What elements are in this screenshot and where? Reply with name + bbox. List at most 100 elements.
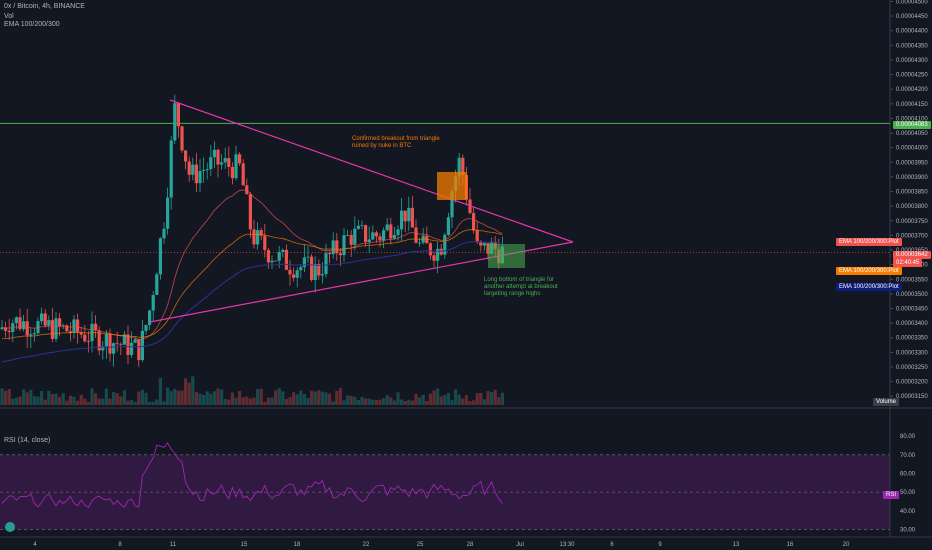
volume-bar (407, 399, 411, 405)
candle (40, 307, 44, 325)
candle-body (245, 185, 249, 195)
rsi-tag: RSI (883, 491, 900, 499)
candle-body (54, 318, 58, 339)
volume-bar (414, 393, 418, 405)
candle (155, 272, 159, 296)
candle (400, 198, 404, 241)
candle (353, 216, 357, 251)
candle (151, 291, 155, 321)
candle-body (248, 194, 252, 230)
symbol-title: 0x / Bitcoin, 4h, BINANCE (4, 3, 85, 10)
candle-body (299, 267, 303, 271)
volume-bar (90, 388, 94, 405)
volume-bar (439, 396, 443, 405)
volume-bar (76, 400, 80, 405)
candle (374, 230, 378, 243)
tradingview-logo (5, 522, 15, 532)
candle-body (0, 327, 4, 329)
volume-bar (238, 390, 242, 405)
volume-bar (155, 399, 159, 405)
ema-indicator-label[interactable]: EMA 100/200/300 (4, 21, 60, 28)
rsi-line (1, 442, 503, 509)
volume-bar (4, 390, 8, 405)
candle-body (176, 103, 180, 127)
volume-bar (310, 390, 314, 405)
candle-body (94, 323, 98, 331)
candle (54, 312, 58, 343)
price-tick-label: 0.00003150 (896, 394, 928, 400)
triangle-upper-line (169, 99, 574, 243)
candle (331, 232, 335, 259)
candle (389, 218, 393, 245)
price-tick-label: 0.00004400 (896, 29, 928, 35)
vol-indicator-label[interactable]: Vol (4, 13, 14, 20)
candle (270, 255, 274, 270)
candle (263, 223, 267, 258)
volume-bar (479, 392, 483, 405)
candle-body (259, 230, 263, 236)
volume-bar (364, 398, 368, 405)
candle (104, 329, 108, 359)
candle (356, 220, 360, 230)
candle (234, 145, 238, 181)
volume-bar (299, 390, 303, 405)
volume-bar (418, 397, 422, 405)
candle (4, 321, 8, 338)
volume-bar (313, 391, 317, 405)
candle-body (112, 343, 116, 354)
volume-bar (461, 398, 465, 405)
price-tick-label: 0.00004450 (896, 14, 928, 20)
volume-bar (295, 394, 299, 405)
volume-bar (126, 400, 130, 405)
candle (443, 232, 447, 260)
candle-body (475, 230, 479, 242)
candle-body (270, 260, 274, 263)
rsi-indicator-label[interactable]: RSI (14, close) (4, 437, 51, 444)
rsi-tick-label: 70.00 (900, 453, 916, 459)
volume-bar (97, 398, 101, 405)
candle-body (472, 213, 476, 231)
candle-body (151, 295, 155, 311)
candle (274, 260, 278, 262)
volume-bar (450, 399, 454, 405)
volume-bar (32, 396, 36, 405)
volume-bar (482, 399, 486, 405)
candle (166, 187, 170, 235)
candle (205, 162, 209, 180)
candle (475, 221, 479, 245)
volume-bar (230, 392, 234, 405)
volume-bar (360, 396, 364, 405)
candle (335, 233, 339, 261)
price-tick-label: 0.00004300 (896, 58, 928, 64)
time-tick-label: 15 (241, 542, 248, 548)
price-tick-label: 0.00003400 (896, 321, 928, 327)
candle (119, 342, 123, 356)
price-tick-label: 0.00003300 (896, 350, 928, 356)
candle-body (227, 158, 231, 167)
candle-body (443, 234, 447, 255)
volume-bar (288, 397, 292, 405)
candle (227, 146, 231, 177)
volume-bar (223, 398, 227, 405)
candle-body (277, 251, 281, 261)
price-tick-label: 0.00003200 (896, 380, 928, 386)
volume-bar (324, 392, 328, 405)
volume-bar (302, 394, 306, 405)
volume-bar (353, 396, 357, 405)
volume-bar (328, 393, 332, 405)
candle-body (389, 224, 393, 239)
volume-bar (425, 400, 429, 405)
time-tick-label: 11 (170, 542, 177, 548)
target-box (488, 244, 525, 268)
volume-bar (162, 401, 166, 405)
candle (86, 331, 90, 353)
volume-bar (457, 394, 461, 405)
candle (360, 220, 364, 230)
candle (198, 159, 202, 193)
price-tick-label: 0.00003450 (896, 307, 928, 313)
volume-bar (86, 401, 90, 405)
candle (295, 267, 299, 288)
rsi-tick-label: 50.00 (900, 490, 916, 496)
candle (439, 244, 443, 256)
